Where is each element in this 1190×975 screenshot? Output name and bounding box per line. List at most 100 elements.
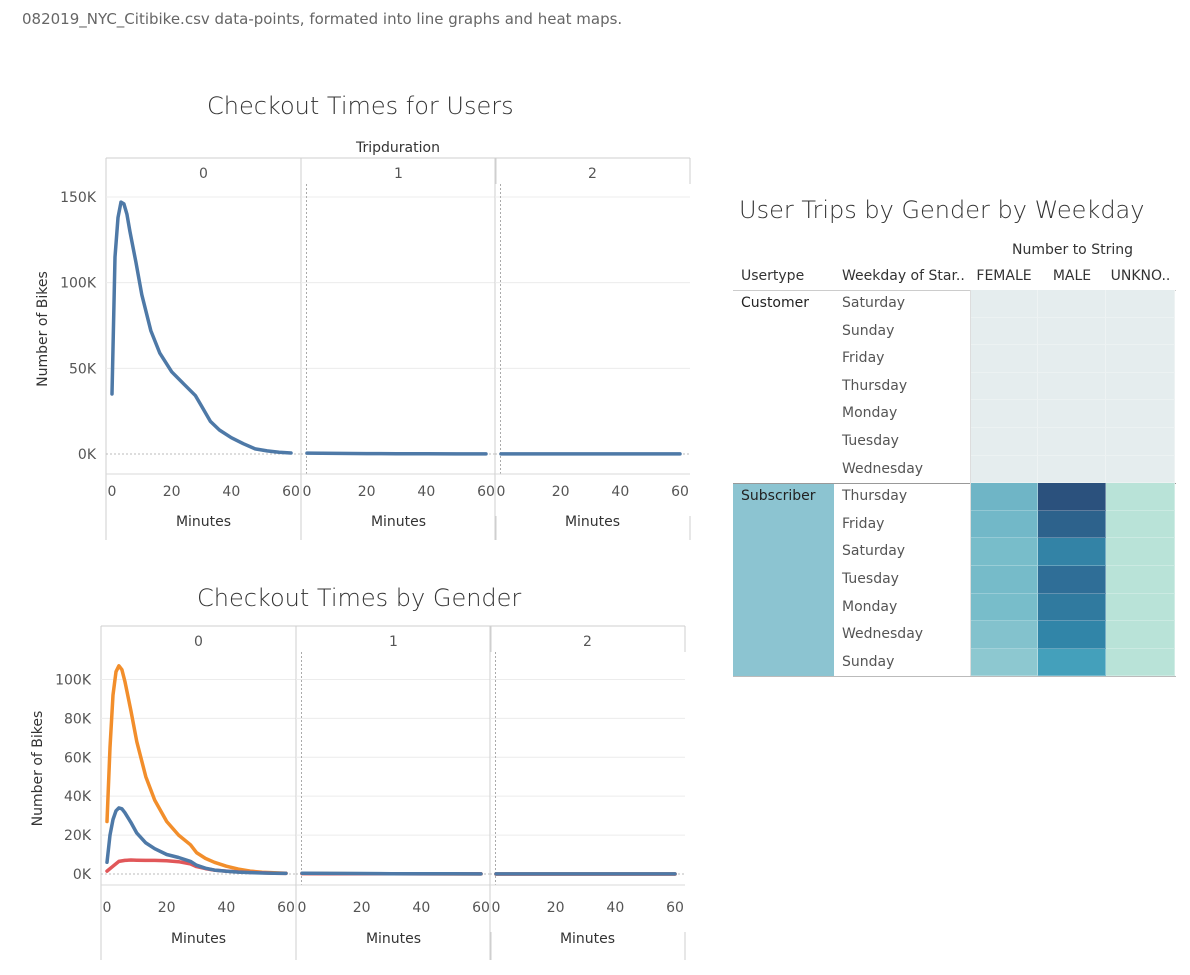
usertype-label: Subscriber xyxy=(741,488,816,505)
panel-header-0: 0 xyxy=(194,634,203,650)
heat-cell-male xyxy=(1038,510,1106,539)
group-separator xyxy=(733,483,1176,485)
y-tick-label: 20K xyxy=(64,828,92,844)
selected-group-usertype xyxy=(733,483,834,677)
weekday-label: Thursday xyxy=(842,377,908,394)
heat-cell-male xyxy=(1038,372,1106,401)
x-tick-label: 40 xyxy=(222,484,240,500)
row-header-weekday: Weekday of Star.. xyxy=(842,268,965,284)
series-line-0-panel-1 xyxy=(305,451,488,456)
heat-cell-female xyxy=(970,510,1038,539)
x-tick-label: 0 xyxy=(103,900,112,916)
heatmap-table: Number to String Usertype Weekday of Star.… xyxy=(733,238,1176,678)
x-tick-label: 0 xyxy=(497,484,506,500)
x-axis-label: Minutes xyxy=(171,931,226,947)
heat-cell-male xyxy=(1038,483,1106,511)
column-header: Tripduration xyxy=(355,140,440,156)
weekday-label: Sunday xyxy=(842,322,895,339)
x-tick-label: 40 xyxy=(417,484,435,500)
heat-cell-male xyxy=(1038,428,1106,456)
weekday-label: Friday xyxy=(842,515,885,532)
heat-cell-unkno xyxy=(1106,566,1175,594)
heat-cell-male xyxy=(1038,345,1106,373)
heat-cell-male xyxy=(1038,648,1106,677)
heat-cell-female xyxy=(970,593,1038,622)
y-axis-label: Number of Bikes xyxy=(30,711,46,827)
weekday-label: Monday xyxy=(842,598,898,615)
heat-cell-female xyxy=(970,538,1038,566)
x-tick-label: 20 xyxy=(158,900,176,916)
x-axis-label: Minutes xyxy=(560,931,615,947)
heat-cell-male xyxy=(1038,621,1106,649)
weekday-label: Tuesday xyxy=(842,433,899,449)
column-group-header: Number to String xyxy=(1012,242,1133,258)
heat-cell-unkno xyxy=(1106,483,1175,511)
heat-cell-unkno xyxy=(1106,345,1175,373)
panel-header-0: 0 xyxy=(199,166,208,182)
heat-cell-unkno xyxy=(1106,538,1175,566)
left-divider xyxy=(970,290,971,677)
checkout-times-users-chart: Tripduration 0 0 20 40 60 Minutes 1 0 20 40 60 Minut… xyxy=(35,140,691,540)
heat-cell-male xyxy=(1038,455,1106,484)
x-tick-label: 0 xyxy=(492,900,501,916)
heat-cell-female xyxy=(970,455,1038,484)
y-tick-label: 150K xyxy=(60,190,97,206)
y-tick-label: 0K xyxy=(73,867,92,883)
page-subtitle: 082019_NYC_Citibike.csv data-points, for… xyxy=(22,10,623,28)
heat-cell-male xyxy=(1038,538,1106,566)
x-tick-label: 20 xyxy=(353,900,371,916)
x-tick-label: 40 xyxy=(412,900,430,916)
panel-header-2: 2 xyxy=(588,166,597,182)
heat-cell-female xyxy=(970,345,1038,373)
heat-cell-female xyxy=(970,648,1038,677)
chart-title-gender: Checkout Times by Gender xyxy=(197,584,522,612)
y-tick-label: 0K xyxy=(78,447,97,463)
heat-cell-female xyxy=(970,400,1038,428)
heat-cell-unkno xyxy=(1106,372,1175,401)
chart-title-users: Checkout Times for Users xyxy=(207,92,514,120)
heat-cell-male xyxy=(1038,566,1106,594)
weekday-label: Monday xyxy=(842,405,898,422)
heat-cell-female xyxy=(970,566,1038,594)
x-tick-label: 0 xyxy=(298,900,307,916)
heat-cell-male xyxy=(1038,317,1106,346)
heat-cell-female xyxy=(970,317,1038,346)
heat-cell-unkno xyxy=(1106,593,1175,622)
series-line-2-panel-1 xyxy=(300,871,483,876)
x-axis-label: Minutes xyxy=(371,514,426,530)
x-tick-label: 60 xyxy=(472,900,490,916)
row-header-usertype: Usertype xyxy=(741,268,805,284)
weekday-label: Thursday xyxy=(842,488,908,505)
x-tick-label: 60 xyxy=(671,484,689,500)
y-tick-label: 40K xyxy=(64,789,92,805)
x-axis-label: Minutes xyxy=(565,514,620,530)
heat-cell-female xyxy=(970,621,1038,649)
y-tick-label: 50K xyxy=(69,361,97,377)
x-tick-label: 0 xyxy=(303,484,312,500)
heat-cell-unkno xyxy=(1106,648,1175,677)
x-tick-label: 40 xyxy=(606,900,624,916)
heat-cell-female xyxy=(970,372,1038,401)
y-tick-label: 100K xyxy=(60,276,97,292)
x-tick-label: 20 xyxy=(552,484,570,500)
x-axis-label: Minutes xyxy=(176,514,231,530)
heat-cell-unkno xyxy=(1106,317,1175,346)
weekday-label: Friday xyxy=(842,350,885,367)
heat-cell-unkno xyxy=(1106,290,1175,318)
table-bottom-border xyxy=(733,676,1176,678)
column-header-female: FEMALE xyxy=(976,268,1032,284)
heat-cell-unkno xyxy=(1106,455,1175,484)
weekday-label: Sunday xyxy=(842,653,895,670)
panel-header-1: 1 xyxy=(394,166,403,182)
series-line-0-panel-0 xyxy=(110,200,293,455)
y-tick-label: 80K xyxy=(64,711,92,727)
x-tick-label: 60 xyxy=(477,484,495,500)
header-separator xyxy=(733,290,1176,291)
heat-cell-unkno xyxy=(1106,428,1175,456)
y-axis-label: Number of Bikes xyxy=(35,271,51,387)
x-axis-label: Minutes xyxy=(366,931,421,947)
column-header-male: MALE xyxy=(1052,268,1092,284)
x-tick-label: 20 xyxy=(163,484,181,500)
x-tick-label: 60 xyxy=(666,900,684,916)
